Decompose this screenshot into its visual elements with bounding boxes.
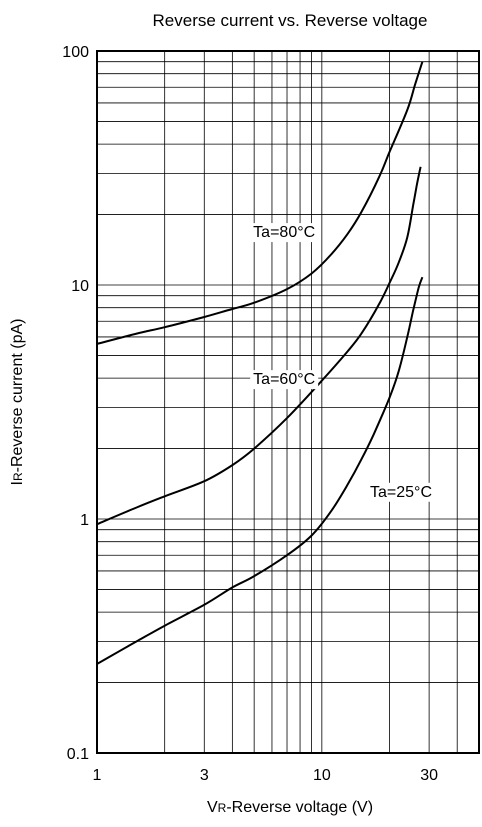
- chart-title: Reverse current vs. Reverse voltage: [153, 11, 428, 30]
- series-curves: [96, 61, 424, 665]
- series-label-background: [250, 370, 319, 390]
- y-tick-label: 0.1: [67, 746, 89, 763]
- x-tick-label: 10: [313, 767, 331, 784]
- y-tick-label: 10: [71, 278, 89, 295]
- series-label: Ta=80°C: [253, 224, 315, 241]
- series-line: [96, 61, 424, 345]
- x-tick-label: 3: [200, 767, 209, 784]
- series-line: [96, 166, 422, 526]
- x-tick-label: 30: [420, 767, 438, 784]
- series-line: [96, 276, 424, 665]
- series-label: Ta=25°C: [370, 484, 432, 501]
- series-label: Ta=60°C: [253, 371, 315, 388]
- x-axis-label: VR-Reverse voltage (V): [207, 799, 373, 816]
- grid-lines: [96, 51, 480, 754]
- y-tick-label: 100: [62, 44, 89, 61]
- plot-frame: [96, 50, 480, 754]
- series-label-background: [367, 482, 436, 502]
- x-tick-label: 1: [93, 767, 102, 784]
- y-tick-label: 1: [80, 512, 89, 529]
- y-axis-label: IR-Reverse current (pA): [9, 319, 26, 486]
- series-labels: Ta=80°C Ta=60°C Ta=25°C: [250, 223, 436, 502]
- series-label-background: [250, 223, 319, 243]
